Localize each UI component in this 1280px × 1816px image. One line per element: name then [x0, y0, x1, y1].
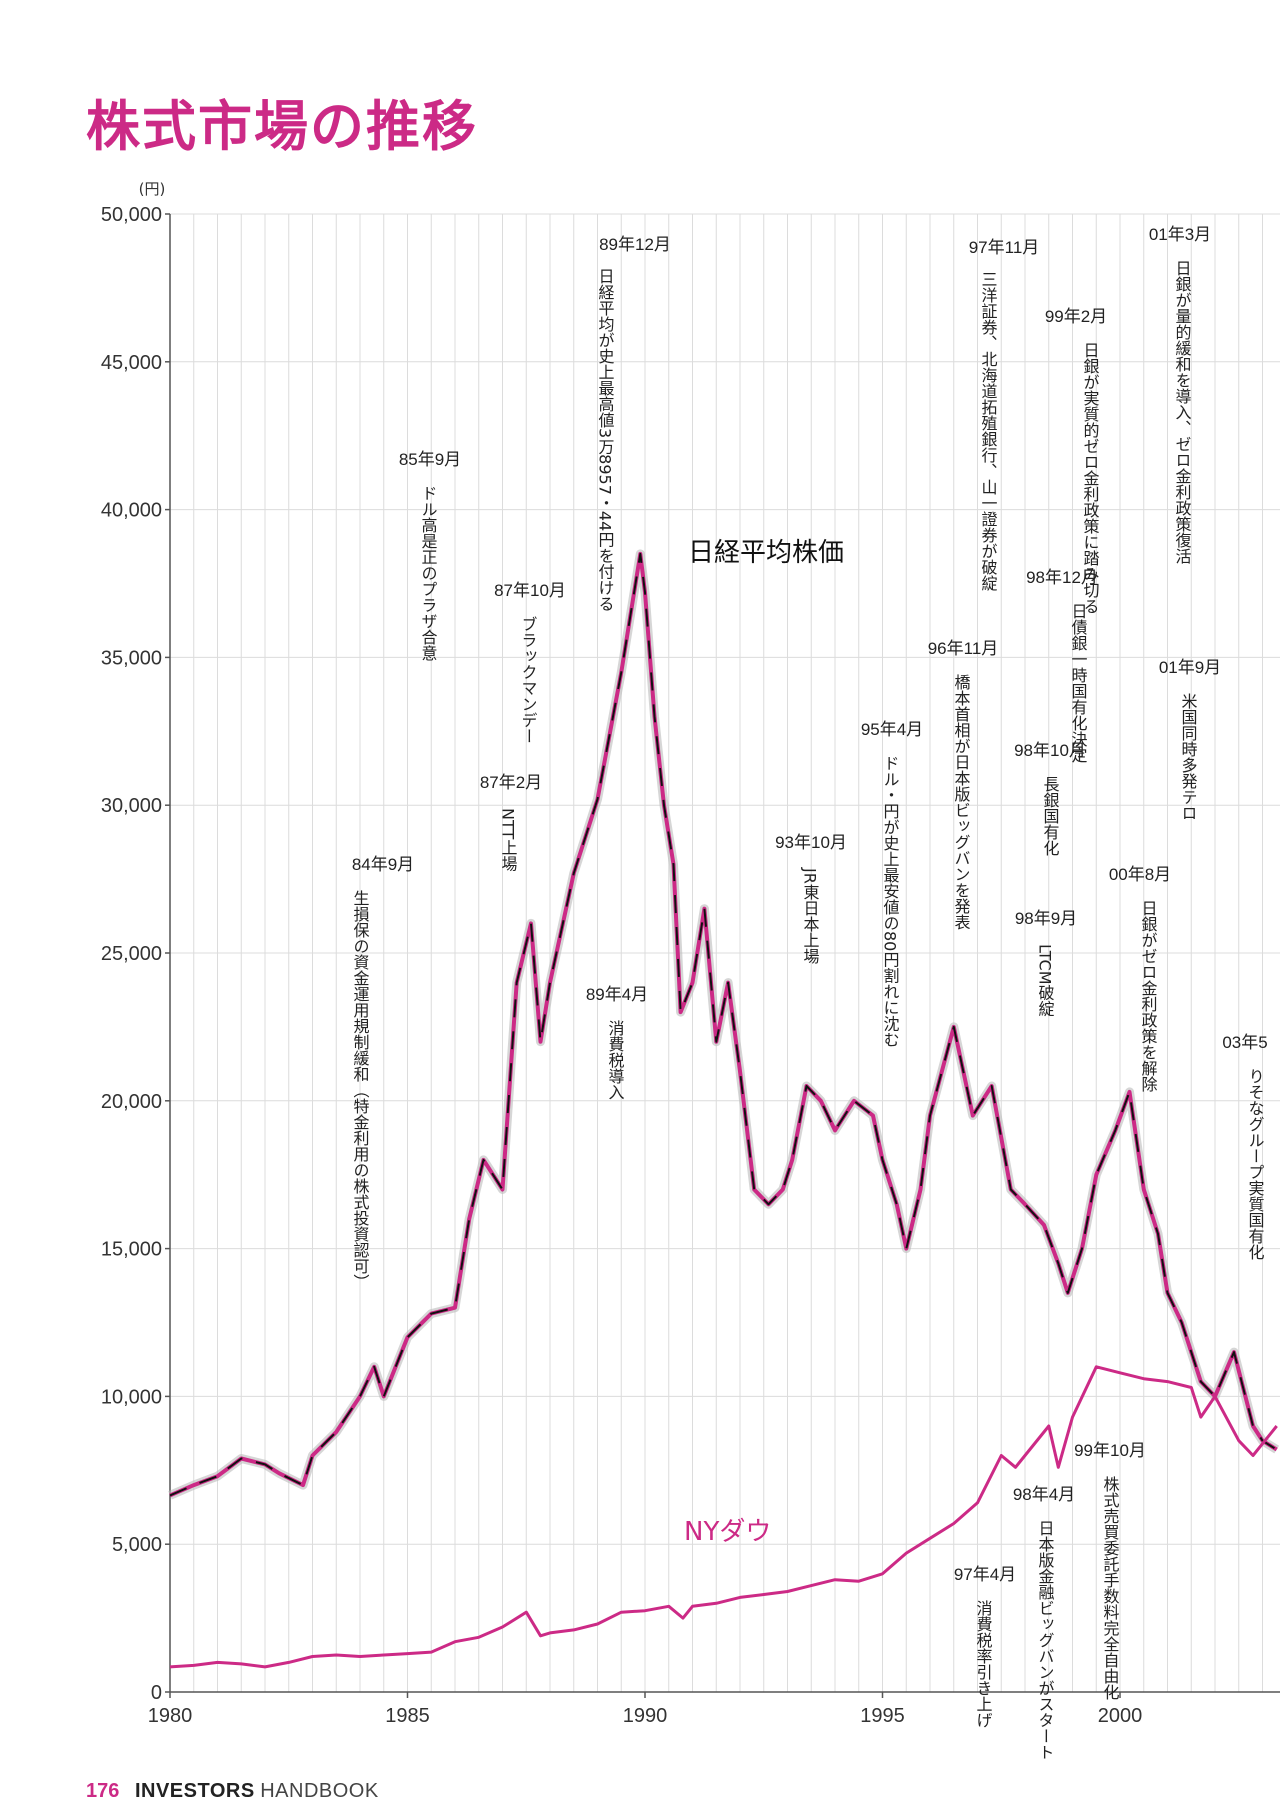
annotation-text: 生損保の資金運用規制緩和（特金利用の株式投資認可）: [351, 890, 370, 1290]
x-tick-label: 1995: [860, 1705, 905, 1727]
annotation-date: 89年4月: [586, 985, 648, 1004]
annotation-text: 日銀が量的緩和を導入、ゼロ金利政策復活: [1173, 260, 1192, 564]
y-tick-label: 30,000: [101, 795, 162, 817]
annotation-text: りそなグループ実質国有化: [1246, 1068, 1265, 1260]
annotation-date: 97年4月: [954, 1565, 1016, 1584]
annotation-text: 株式売買委託手数料完全自由化: [1101, 1476, 1120, 1700]
annotation-date: 03年5: [1222, 1033, 1267, 1052]
annotation-date: 98年9月: [1015, 909, 1077, 928]
annotation-date: 87年2月: [480, 773, 542, 792]
annotation-text: 日経平均が史上最高値3万8957・44円を付ける: [596, 268, 615, 611]
y-tick-label: 25,000: [101, 943, 162, 965]
x-tick-label: 1990: [623, 1705, 668, 1727]
annotation-text: 日債銀一時国有化決定: [1069, 603, 1088, 763]
y-unit-label: (円): [139, 180, 166, 198]
annotation-text: 日銀がゼロ金利政策を解除: [1139, 900, 1158, 1092]
annotation-text: ドル・円が史上最安値の80円割れに沈む: [881, 755, 900, 1047]
y-tick-label: 5,000: [112, 1534, 162, 1556]
annotation-date: 99年10月: [1074, 1441, 1146, 1460]
nikkei-line: [169, 552, 1278, 1497]
handbook-label: HANDBOOK: [260, 1780, 379, 1802]
annotation-text: LTCM破綻: [1036, 944, 1055, 1017]
annotation-date: 89年12月: [599, 235, 671, 254]
annotation-date: 96年11月: [928, 639, 999, 658]
annotation-date: 95年4月: [861, 720, 923, 739]
nikkei-series-label: 日経平均株価: [688, 538, 844, 568]
annotation-date: 85年9月: [399, 450, 461, 469]
annotation-text: JR東日本上場: [801, 867, 820, 965]
y-tick-label: 50,000: [101, 204, 162, 226]
annotation-date: 98年10月: [1014, 741, 1086, 760]
annotation-date: 98年4月: [1013, 1485, 1075, 1504]
annotation-date: 01年3月: [1149, 225, 1211, 244]
annotation-text: 消費税率引き上げ: [974, 1600, 993, 1728]
annotation-text: NTT上場: [499, 808, 518, 872]
page-title: 株式市場の推移: [86, 95, 478, 158]
y-tick-label: 40,000: [101, 500, 162, 522]
annotation-text: 日銀が実質的ゼロ金利政策に踏み切る: [1081, 342, 1100, 614]
nydow-series-label: NYダウ: [684, 1517, 771, 1547]
y-tick-label: 15,000: [101, 1239, 162, 1261]
brand-name: INVESTORS: [134, 1780, 255, 1802]
nydow-line: [169, 1365, 1278, 1669]
annotation-date: 99年2月: [1045, 307, 1107, 326]
annotation-text: 長銀国有化: [1041, 776, 1060, 856]
annotation-date: 84年9月: [352, 855, 414, 874]
y-tick-label: 10,000: [101, 1386, 162, 1408]
annotation-text: 日本版金融ビッグバンがスタート: [1036, 1520, 1055, 1760]
annotation-text: 米国同時多発テロ: [1179, 693, 1198, 821]
annotation-text: 三洋証券、北海道拓殖銀行、山一證券が破綻: [979, 271, 998, 591]
page-number: 176: [86, 1780, 120, 1802]
x-tick-label: 1980: [148, 1705, 193, 1727]
annotation-text: 消費税導入: [606, 1020, 625, 1100]
footer: 176 INVESTORS HANDBOOK: [86, 1780, 379, 1803]
annotation-text: ブラックマンデー: [519, 616, 538, 744]
annotation-date: 00年8月: [1109, 865, 1171, 884]
y-tick-label: 45,000: [101, 352, 162, 374]
annotation-date: 97年11月: [969, 238, 1040, 257]
annotation-date: 01年9月: [1159, 658, 1221, 677]
annotation-date: 93年10月: [775, 833, 847, 852]
y-tick-label: 0: [151, 1682, 162, 1704]
x-tick-label: 1985: [385, 1705, 430, 1727]
annotation-date: 87年10月: [494, 581, 566, 600]
annotation-text: 橋本首相が日本版ビッグバンを発表: [952, 674, 971, 930]
annotation-text: ドル高是正のプラザ合意: [419, 485, 438, 661]
annotation-date: 98年12月: [1026, 568, 1098, 587]
y-tick-label: 35,000: [101, 647, 162, 669]
x-tick-label: 2000: [1098, 1705, 1143, 1727]
y-tick-label: 20,000: [101, 1091, 162, 1113]
